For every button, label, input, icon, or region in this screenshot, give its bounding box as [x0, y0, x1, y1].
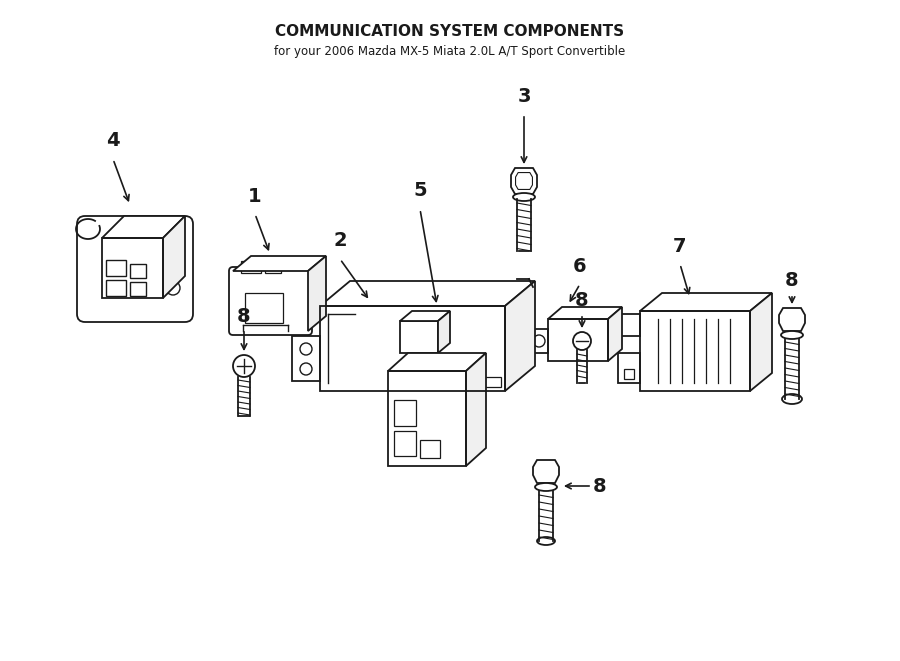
Ellipse shape: [537, 537, 555, 545]
Polygon shape: [505, 281, 535, 391]
Ellipse shape: [513, 193, 535, 201]
Text: for your 2006 Mazda MX-5 Miata 2.0L A/T Sport Convertible: for your 2006 Mazda MX-5 Miata 2.0L A/T …: [274, 44, 626, 58]
FancyBboxPatch shape: [229, 267, 312, 335]
FancyBboxPatch shape: [400, 321, 438, 353]
Polygon shape: [388, 353, 486, 371]
Polygon shape: [640, 293, 772, 311]
Polygon shape: [530, 329, 548, 353]
Text: COMMUNICATION SYSTEM COMPONENTS: COMMUNICATION SYSTEM COMPONENTS: [275, 24, 625, 38]
Text: 6: 6: [573, 256, 587, 276]
Polygon shape: [163, 216, 185, 298]
Text: 4: 4: [106, 132, 120, 151]
FancyBboxPatch shape: [241, 261, 261, 273]
Text: 5: 5: [413, 182, 427, 200]
Polygon shape: [102, 216, 185, 238]
Polygon shape: [511, 168, 537, 194]
Text: 8: 8: [238, 307, 251, 325]
Ellipse shape: [781, 331, 803, 339]
Text: 7: 7: [673, 237, 687, 256]
Polygon shape: [308, 256, 326, 331]
Polygon shape: [320, 281, 535, 306]
Polygon shape: [233, 256, 326, 271]
Text: 2: 2: [333, 231, 346, 251]
Polygon shape: [400, 311, 450, 321]
Polygon shape: [779, 308, 805, 331]
Polygon shape: [548, 307, 622, 319]
FancyBboxPatch shape: [618, 353, 640, 383]
Circle shape: [573, 332, 591, 350]
Polygon shape: [533, 460, 559, 483]
Text: 3: 3: [518, 87, 531, 106]
Polygon shape: [438, 311, 450, 353]
Ellipse shape: [535, 483, 557, 491]
Text: 8: 8: [593, 477, 607, 496]
Text: 1: 1: [248, 186, 262, 206]
Polygon shape: [750, 293, 772, 391]
Polygon shape: [608, 307, 622, 361]
Circle shape: [233, 355, 255, 377]
Ellipse shape: [782, 394, 802, 404]
Text: 8: 8: [575, 292, 589, 311]
Text: 8: 8: [785, 272, 799, 290]
FancyBboxPatch shape: [265, 265, 281, 273]
Polygon shape: [466, 353, 486, 466]
